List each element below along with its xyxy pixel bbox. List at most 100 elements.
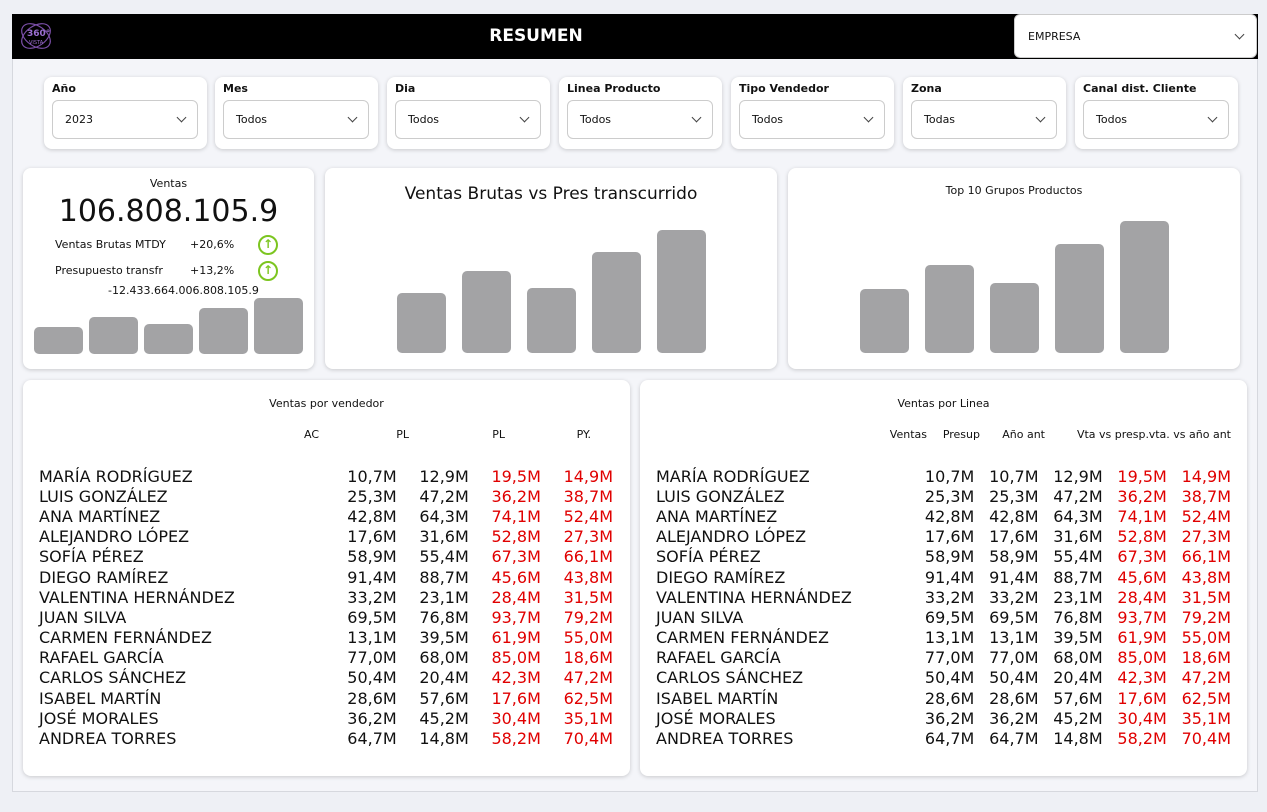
value-cell: 88,7M [1053, 567, 1103, 587]
table-row: JOSÉ MORALES 36,2M 36,2M 45,2M 30,4M 35,1M [656, 708, 1231, 728]
ventas-kpi-card: Ventas 106.808.105.9 Ventas Brutas MTDY … [23, 168, 314, 369]
value-cell: 10,7M [347, 466, 397, 486]
value-cell: 17,6M [491, 688, 541, 708]
value-cell: 76,8M [419, 607, 469, 627]
table-row: ALEJANDRO LÓPEZ 17,6M 17,6M 31,6M 52,8M 27,3M [656, 527, 1231, 547]
svg-text:VISTA: VISTA [29, 40, 44, 46]
value-cell: 43,8M [563, 567, 613, 587]
filter-2: Dia Todos [387, 77, 550, 149]
name-cell: SOFÍA PÉREZ [39, 547, 144, 567]
value-cell: 93,7M [491, 607, 541, 627]
value-cell: 17,6M [347, 527, 397, 547]
filter-select[interactable]: Todos [395, 100, 541, 139]
value-cell: 55,4M [419, 547, 469, 567]
value-cell: 20,4M [419, 668, 469, 688]
kpi-diff: -12.433.664.006.808.105.9 [108, 284, 259, 297]
table-row: ANDREA TORRES 64,7M 14,8M 58,2M 70,4M [39, 728, 613, 748]
table-row: LUIS GONZÁLEZ 25,3M 47,2M 36,2M 38,7M [39, 486, 613, 506]
company-select[interactable]: EMPRESA [1014, 14, 1257, 58]
value-cell: 43,8M [1181, 567, 1231, 587]
value-cell: 55,0M [1181, 628, 1231, 648]
value-cell: 38,7M [563, 486, 613, 506]
name-cell: JOSÉ MORALES [39, 708, 159, 728]
value-cell: 30,4M [1117, 708, 1167, 728]
table-row: VALENTINA HERNÁNDEZ 33,2M 33,2M 23,1M 28,4M 3… [656, 587, 1231, 607]
arrow-up-icon: ↑ [258, 235, 278, 255]
value-cell: 57,6M [1053, 688, 1103, 708]
value-cell: 31,6M [1053, 527, 1103, 547]
filter-select[interactable]: Todas [911, 100, 1057, 139]
value-cell: 23,1M [419, 587, 469, 607]
value-cell: 30,4M [491, 708, 541, 728]
chart-bar [1055, 244, 1104, 353]
value-cell: 68,0M [419, 648, 469, 668]
value-cell: 52,4M [563, 506, 613, 526]
filter-label: Canal dist. Cliente [1083, 82, 1197, 95]
filter-select[interactable]: Todos [739, 100, 885, 139]
filter-label: Linea Producto [567, 82, 661, 95]
value-cell: 42,3M [491, 668, 541, 688]
filter-label: Mes [223, 82, 248, 95]
value-cell: 36,2M [989, 708, 1039, 728]
filter-select[interactable]: Todos [567, 100, 713, 139]
name-cell: JUAN SILVA [39, 607, 127, 627]
value-cell: 27,3M [563, 527, 613, 547]
column-header: Presup [942, 428, 980, 441]
value-cell: 74,1M [491, 506, 541, 526]
column-header: vta. vs año ant [1148, 428, 1231, 441]
value-cell: 25,3M [347, 486, 397, 506]
name-cell: RAFAEL GARCÍA [39, 648, 164, 668]
filter-label: Dia [395, 82, 416, 95]
chart-bar [199, 308, 248, 354]
chevron-down-icon [691, 112, 702, 123]
value-cell: 42,8M [347, 506, 397, 526]
value-cell: 61,9M [491, 628, 541, 648]
table-title: Ventas por vendedor [269, 397, 384, 410]
value-cell: 70,4M [563, 729, 613, 749]
column-header: Año ant [1002, 428, 1045, 441]
value-cell: 58,2M [491, 729, 541, 749]
kpi-row-value: +13,2% [190, 264, 235, 277]
table-row: MARÍA RODRÍGUEZ 10,7M 12,9M 19,5M 14,9M [39, 466, 613, 486]
value-cell: 28,6M [924, 688, 975, 708]
value-cell: 45,6M [1117, 567, 1167, 587]
logo-360-vista: 360° VISTA [21, 23, 51, 49]
filter-select[interactable]: Todos [223, 100, 369, 139]
arrow-up-icon: ↑ [258, 261, 278, 281]
value-cell: 64,7M [989, 729, 1039, 749]
value-cell: 85,0M [491, 648, 541, 668]
value-cell: 62,5M [563, 688, 613, 708]
name-cell: MARÍA RODRÍGUEZ [656, 466, 810, 486]
value-cell: 39,5M [1053, 628, 1103, 648]
filter-select[interactable]: Todos [1083, 100, 1229, 139]
value-cell: 70,4M [1181, 729, 1231, 749]
name-cell: CARLOS SÁNCHEZ [39, 668, 187, 688]
value-cell: 50,4M [989, 668, 1039, 688]
value-cell: 27,3M [1181, 527, 1231, 547]
value-cell: 17,6M [1117, 688, 1167, 708]
value-cell: 45,2M [419, 708, 469, 728]
column-header: PL [492, 428, 505, 441]
value-cell: 33,2M [347, 587, 397, 607]
value-cell: 91,4M [347, 567, 397, 587]
filter-select[interactable]: 2023 [52, 100, 198, 139]
chart-bar [990, 283, 1039, 353]
value-cell: 50,4M [924, 668, 975, 688]
name-cell: ISABEL MARTÍN [39, 688, 162, 708]
value-cell: 47,2M [1181, 668, 1231, 688]
value-cell: 31,5M [563, 587, 613, 607]
chart-bar [144, 324, 193, 354]
filter-value: 2023 [65, 113, 93, 126]
name-cell: DIEGO RAMÍREZ [39, 567, 169, 587]
value-cell: 91,4M [989, 567, 1039, 587]
filter-value: Todos [752, 113, 784, 126]
value-cell: 93,7M [1117, 607, 1167, 627]
name-cell: CARLOS SÁNCHEZ [656, 668, 804, 688]
value-cell: 28,6M [989, 688, 1039, 708]
table-row: DIEGO RAMÍREZ 91,4M 91,4M 88,7M 45,6M 43,8M [656, 567, 1231, 587]
chart-bar [657, 230, 706, 353]
chart-bar [527, 288, 576, 353]
page-title: RESUMEN [489, 26, 583, 46]
value-cell: 58,9M [924, 547, 975, 567]
filter-label: Zona [911, 82, 942, 95]
